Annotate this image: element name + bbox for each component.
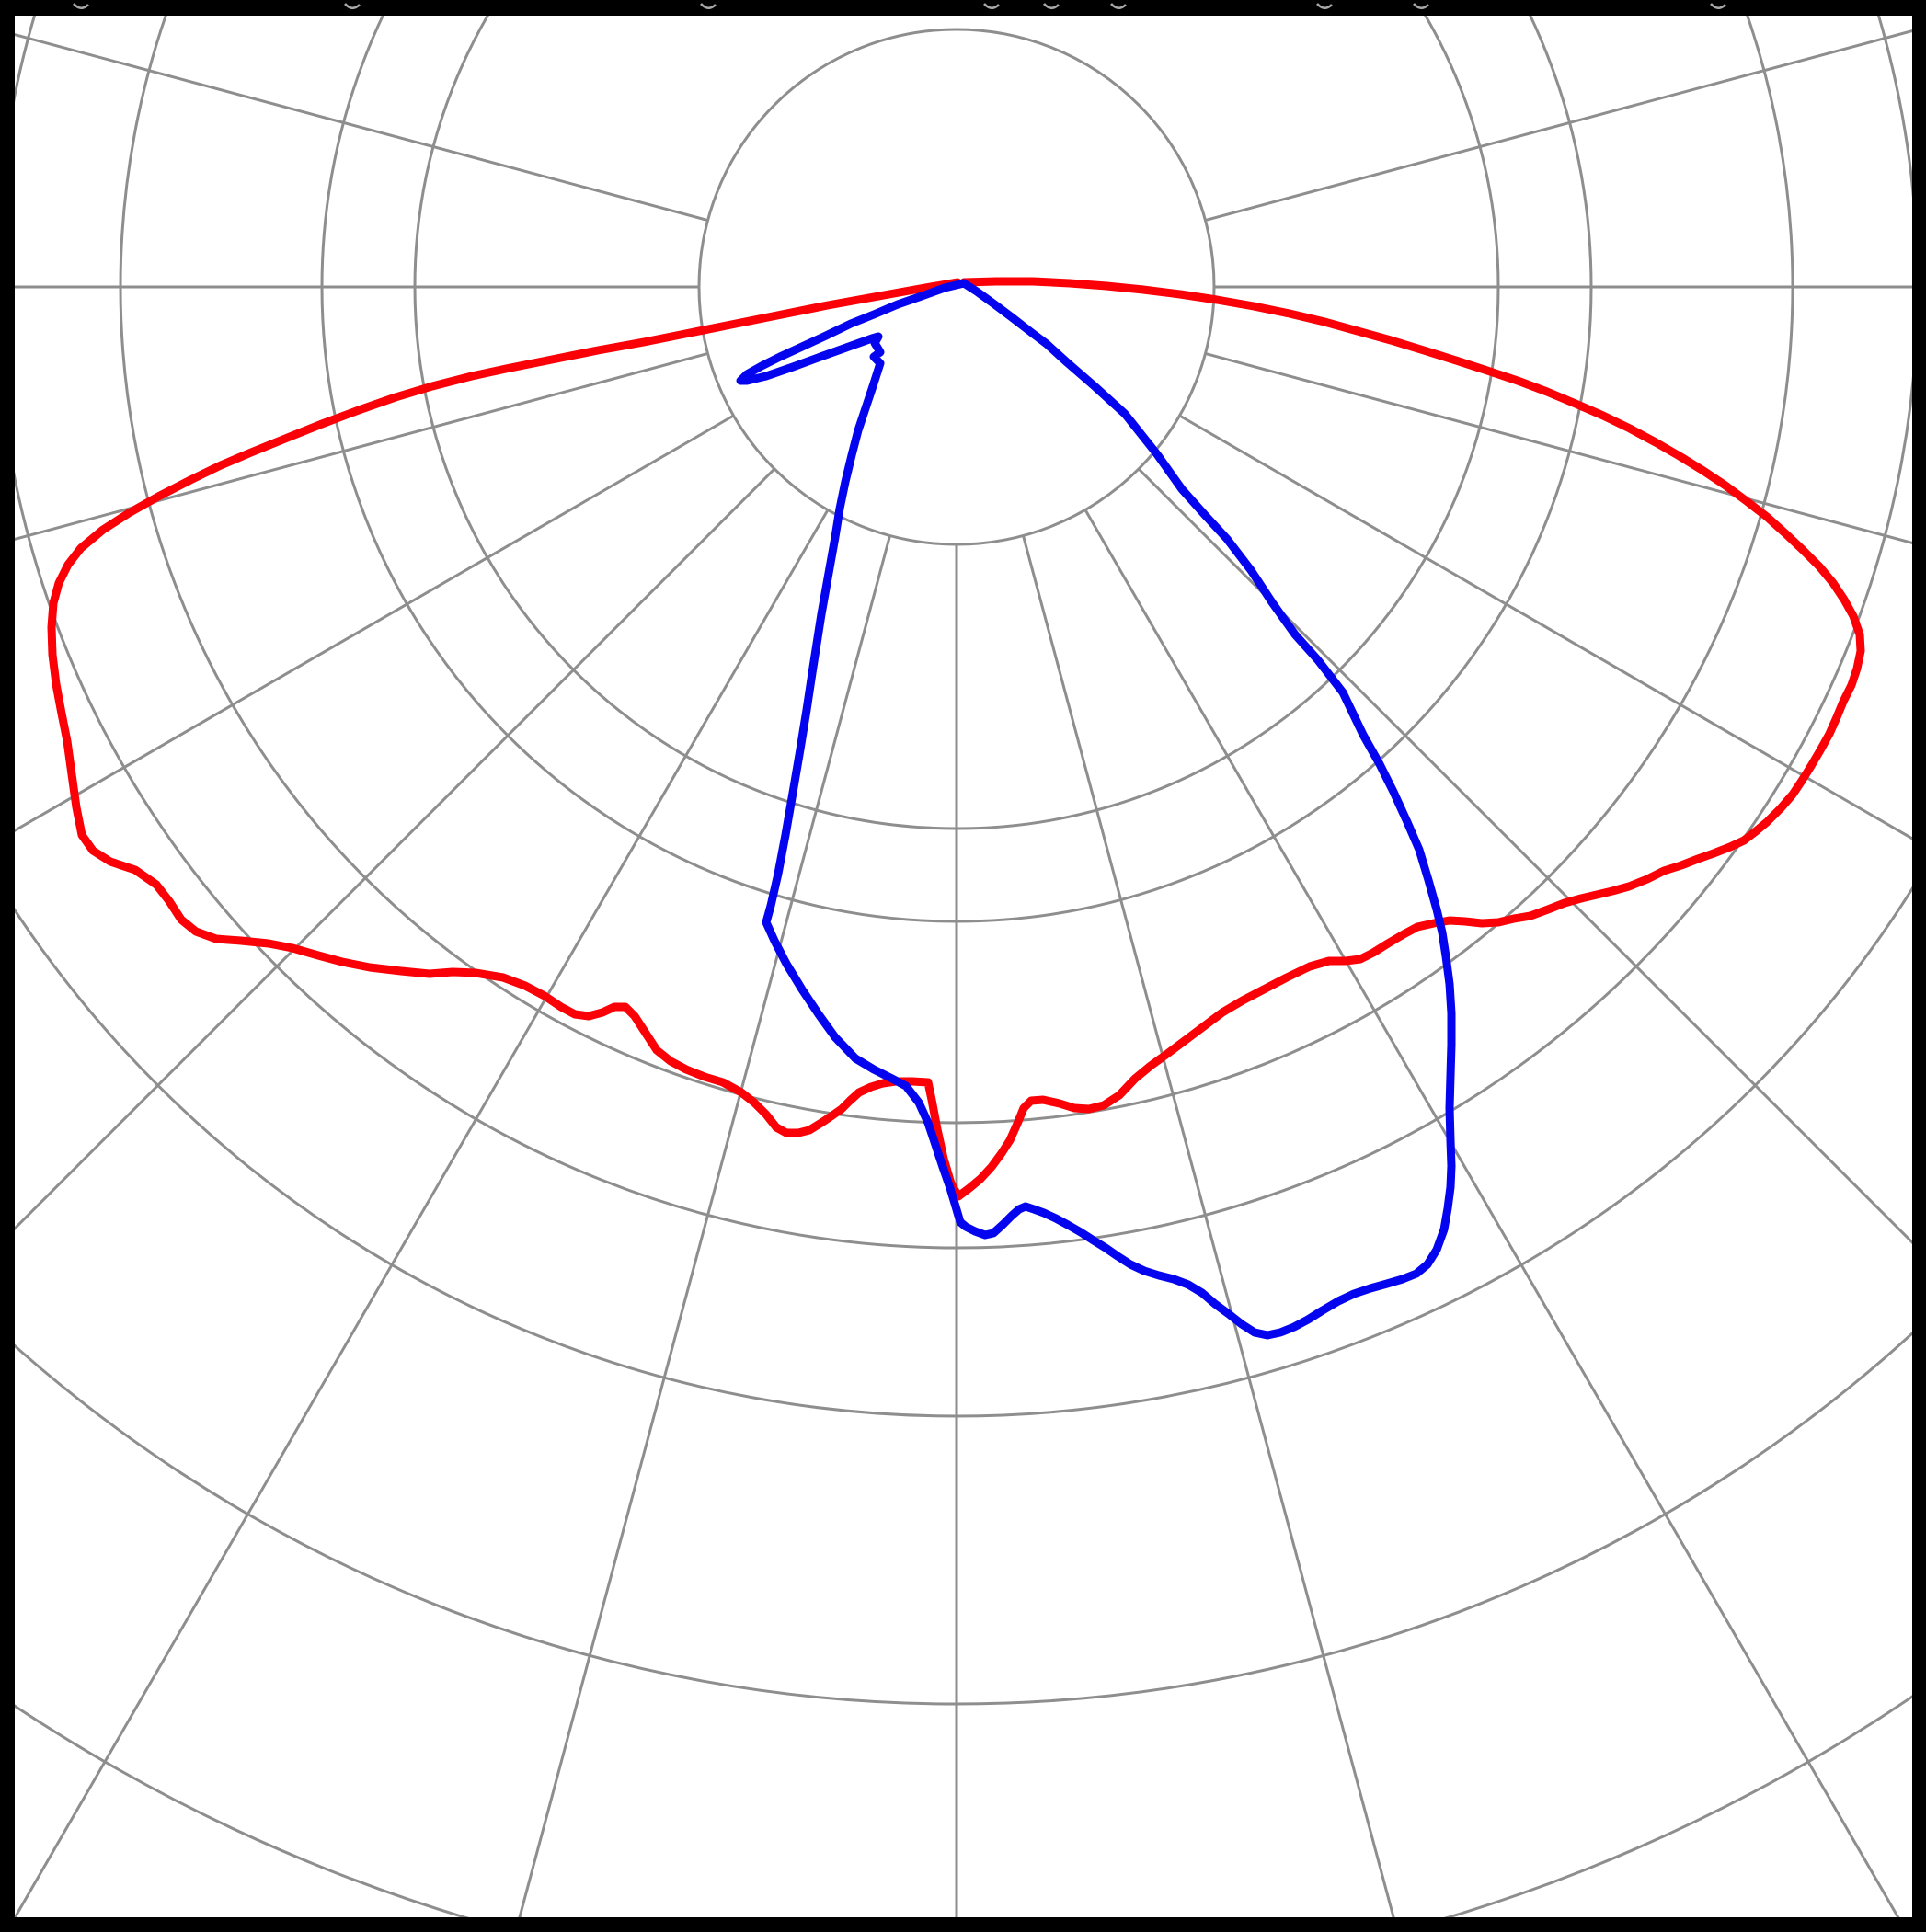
clipped-label-fragment [344, 3, 361, 10]
clipped-label-fragment [1710, 3, 1726, 10]
polar-grid-spoke [514, 535, 891, 1932]
clipped-label-fragment [73, 3, 89, 10]
polar-grid-ring [0, 0, 1920, 1250]
polar-grid-spoke [1178, 414, 1926, 849]
polar-grid-ring [0, 1318, 1926, 1706]
blue-plane-curve [736, 279, 1456, 1340]
frame-border-top [0, 0, 1926, 16]
clipped-label-fragment [983, 3, 1000, 10]
clipped-label-fragment [1043, 3, 1060, 10]
frame-border-bottom [0, 1917, 1926, 1932]
polar-grid-spoke [0, 29, 708, 222]
frame-border-right [1912, 0, 1926, 1932]
clipped-label-fragment [1316, 3, 1333, 10]
polar-grid-spoke [1022, 535, 1399, 1932]
polar-grid-spoke [1137, 467, 1926, 1259]
polar-grid-spoke [1083, 509, 1909, 1932]
clipped-label-fragment [1110, 3, 1127, 10]
clipped-label-fragment [700, 3, 717, 10]
polar-grid-spoke [0, 414, 735, 841]
polar-grid-spoke [1205, 26, 1926, 222]
polar-grid-spoke [1205, 352, 1926, 548]
red-plane-curve [47, 277, 1865, 1201]
polar-grid-spoke [5, 509, 830, 1932]
frame-border-left [0, 0, 15, 1932]
polar-grid-spoke [0, 467, 776, 1246]
clipped-angle-label-fragments [73, 3, 1726, 10]
polar-grid-ring [0, 863, 1926, 1418]
clipped-label-fragment [1413, 3, 1429, 10]
polar-grid-spoke [0, 352, 708, 545]
